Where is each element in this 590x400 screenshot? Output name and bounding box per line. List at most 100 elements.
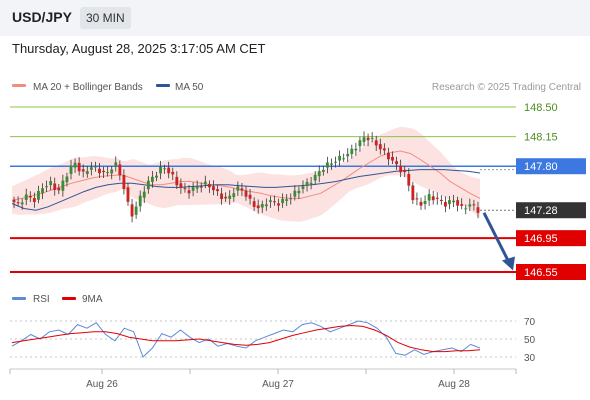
- candle-body: [142, 191, 146, 198]
- timestamp: Thursday, August 28, 2025 3:17:05 AM CET: [12, 41, 266, 56]
- candle-body: [85, 171, 89, 175]
- candle-body: [374, 140, 378, 146]
- candle-body: [338, 155, 342, 161]
- candle-body: [305, 181, 309, 187]
- price-levels: [10, 106, 516, 273]
- candle-body: [293, 190, 297, 197]
- candle-body: [61, 180, 65, 191]
- candle-body: [191, 187, 195, 191]
- candle-body: [134, 206, 138, 215]
- chart-header: USD/JPY 30 MIN: [0, 0, 590, 36]
- candle-body: [207, 184, 211, 188]
- candle-body: [395, 161, 398, 165]
- rsi-tick-50: 50: [524, 335, 536, 346]
- bollinger-band-area: [12, 126, 480, 222]
- candle-body: [220, 193, 224, 200]
- candle-body: [94, 166, 97, 168]
- candle-body: [179, 183, 183, 189]
- candle-body: [252, 201, 256, 207]
- candle-body: [203, 181, 207, 185]
- candle-body: [358, 140, 362, 147]
- candle-body: [81, 169, 85, 172]
- candle-body: [106, 172, 110, 174]
- candle-body: [285, 199, 289, 201]
- candle-body: [41, 188, 44, 194]
- resistance-label-148.15: 148.15: [524, 132, 558, 144]
- candle-body: [110, 169, 114, 174]
- level-labels: 148.50 148.15 147.80 147.28 146.95 146.55: [516, 102, 586, 280]
- ma50-legend-label: MA 50: [175, 82, 204, 93]
- candle-body: [130, 204, 134, 217]
- candle-body: [362, 137, 366, 142]
- ma20-legend-label: MA 20 + Bollinger Bands: [33, 82, 143, 93]
- candle-body: [228, 195, 232, 199]
- candle-body: [16, 202, 20, 204]
- candle-body: [268, 200, 272, 202]
- candle-body: [195, 186, 199, 189]
- candle-body: [419, 201, 423, 206]
- candle-body: [391, 156, 394, 161]
- rsi-legend-label: RSI: [33, 294, 50, 305]
- candle-body: [240, 188, 244, 191]
- price-legend: MA 20 + Bollinger Bands MA 50: [12, 82, 204, 93]
- candle-body: [407, 174, 411, 186]
- candle-body: [232, 193, 236, 198]
- candle-body: [325, 162, 329, 168]
- candle-body: [236, 186, 240, 191]
- resistance-label-148.50: 148.50: [524, 102, 558, 114]
- candle-body: [366, 137, 370, 141]
- candle-body: [150, 176, 154, 182]
- candle-body: [118, 164, 122, 176]
- candle-body: [89, 167, 93, 170]
- candle-body: [301, 186, 305, 190]
- candle-body: [53, 183, 57, 190]
- projection-arrow: [482, 212, 515, 271]
- pivot-label-147.80: 147.80: [524, 161, 558, 173]
- candle-body: [73, 162, 77, 168]
- candle-body: [321, 169, 325, 172]
- candle-body: [69, 165, 73, 174]
- candle-body: [126, 187, 130, 202]
- interval-badge[interactable]: 30 MIN: [80, 7, 131, 29]
- candle-body: [37, 190, 40, 200]
- candle-body: [114, 162, 118, 167]
- candle-body: [49, 181, 53, 186]
- candle-body: [183, 188, 187, 190]
- candle-body: [439, 199, 443, 202]
- ma50-legend-swatch: [156, 84, 170, 87]
- candle-body: [460, 204, 464, 206]
- candle-body: [138, 195, 142, 207]
- ma9-legend-swatch: [62, 297, 76, 300]
- candle-body: [24, 194, 28, 200]
- candle-body: [334, 161, 337, 163]
- candle-body: [159, 166, 162, 174]
- candle-body: [297, 190, 301, 194]
- rsi-tick-30: 30: [524, 353, 536, 364]
- support-label-box: [516, 230, 586, 247]
- pivot-label-box: [516, 158, 586, 175]
- candle-body: [342, 158, 346, 160]
- candle-body: [452, 200, 455, 203]
- candle-body: [199, 186, 203, 188]
- current-price-label: 147.28: [524, 205, 558, 217]
- candle-body: [313, 174, 317, 181]
- candle-body: [289, 198, 293, 200]
- rsi-legend: RSI 9MA: [12, 294, 103, 305]
- candle-body: [12, 200, 16, 203]
- candle-body: [277, 203, 280, 206]
- candle-body: [330, 163, 333, 165]
- x-tick-label-2: Aug 28: [438, 379, 470, 390]
- candle-body: [354, 148, 358, 151]
- candle-body: [415, 198, 419, 200]
- candle-body: [382, 148, 386, 151]
- x-tick-label-0: Aug 26: [86, 379, 118, 390]
- candle-body: [260, 204, 264, 208]
- candle-body: [281, 198, 285, 204]
- candle-body: [435, 197, 439, 199]
- rsi-legend-swatch: [12, 297, 26, 300]
- support-label-146.55: 146.55: [524, 267, 558, 279]
- candle-body: [448, 200, 451, 205]
- candle-body: [224, 196, 228, 199]
- candle-body: [423, 201, 427, 205]
